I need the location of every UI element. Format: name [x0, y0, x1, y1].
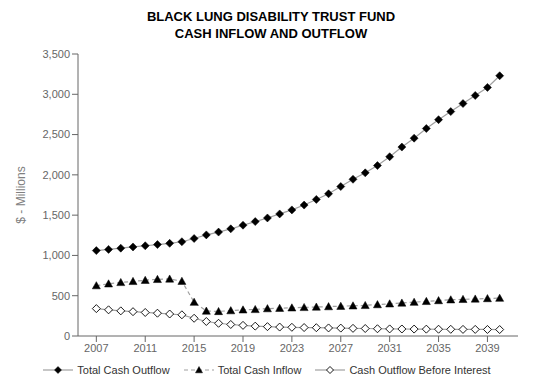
svg-text:1,000: 1,000	[42, 249, 70, 261]
svg-text:2011: 2011	[133, 342, 157, 354]
html-text:Total Cash Inflow: Total Cash Inflow	[217, 364, 302, 376]
svg-text:3,500: 3,500	[42, 48, 70, 60]
svg-text:2039: 2039	[475, 342, 499, 354]
svg-text:$ - Millions: $ - Millions	[14, 166, 28, 223]
html-text:CASH INFLOW AND OUTFLOW: CASH INFLOW AND OUTFLOW	[174, 26, 368, 41]
svg-text:1,500: 1,500	[42, 209, 70, 221]
html-text:Cash Outflow Before Interest: Cash Outflow Before Interest	[349, 364, 491, 376]
html-text:BLACK LUNG DISABILITY TRUST FU: BLACK LUNG DISABILITY TRUST FUND	[146, 9, 396, 24]
svg-text:2031: 2031	[377, 342, 401, 354]
svg-text:500: 500	[52, 290, 70, 302]
svg-text:2027: 2027	[329, 342, 353, 354]
svg-text:2015: 2015	[182, 342, 206, 354]
svg-text:2,000: 2,000	[42, 169, 70, 181]
svg-text:2,500: 2,500	[42, 128, 70, 140]
html-text:Total Cash Outflow: Total Cash Outflow	[77, 364, 170, 376]
svg-text:0: 0	[64, 330, 70, 342]
svg-text:2019: 2019	[231, 342, 255, 354]
svg-text:2023: 2023	[280, 342, 304, 354]
svg-text:3,000: 3,000	[42, 88, 70, 100]
svg-text:2035: 2035	[426, 342, 450, 354]
svg-text:2007: 2007	[84, 342, 108, 354]
